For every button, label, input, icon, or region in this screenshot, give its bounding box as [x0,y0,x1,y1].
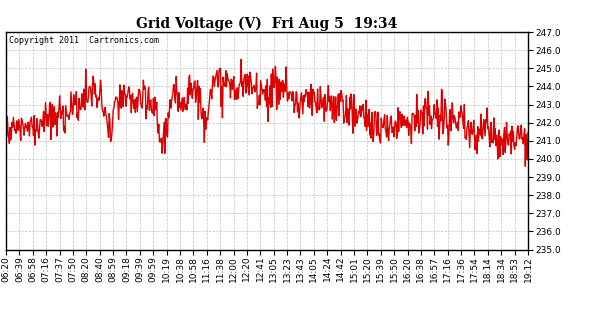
Title: Grid Voltage (V)  Fri Aug 5  19:34: Grid Voltage (V) Fri Aug 5 19:34 [136,16,398,31]
Text: Copyright 2011  Cartronics.com: Copyright 2011 Cartronics.com [8,36,158,45]
